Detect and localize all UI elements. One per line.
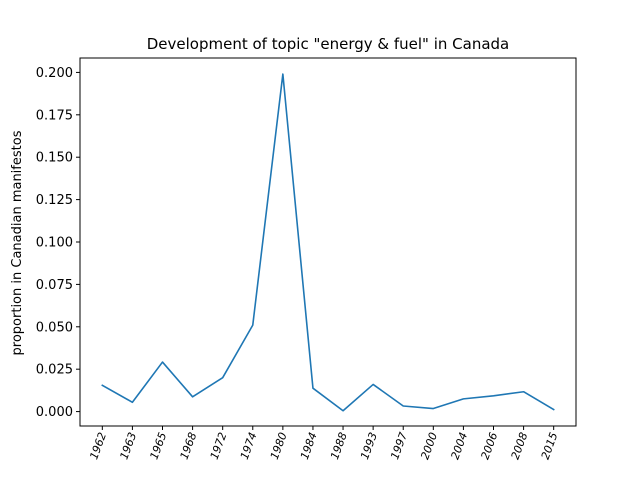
x-tick-label: 1968 — [178, 431, 200, 462]
x-tick-label: 1984 — [298, 431, 320, 462]
y-tick-label: 0.050 — [36, 320, 73, 335]
x-tick-label: 1972 — [208, 431, 230, 462]
x-tick-label: 1988 — [328, 431, 350, 462]
plot-frame — [79, 57, 577, 427]
x-tick-label: 1974 — [238, 431, 260, 462]
y-tick-label: 0.025 — [36, 363, 73, 378]
x-tick-label: 1963 — [117, 431, 139, 462]
x-tick-label: 1980 — [268, 431, 290, 462]
y-tick-label: 0.125 — [36, 193, 73, 208]
series-group — [101, 73, 555, 412]
y-tick-label: 0.000 — [36, 405, 73, 420]
x-tick-label: 2008 — [509, 431, 531, 462]
y-tick-label: 0.150 — [36, 151, 73, 166]
y-tick-label: 0.075 — [36, 278, 73, 293]
x-tick-label: 1962 — [87, 431, 109, 462]
x-tick-label: 1993 — [358, 431, 380, 462]
y-tick-label: 0.100 — [36, 236, 73, 251]
x-tick-label: 2015 — [539, 431, 561, 462]
x-tick-label: 2006 — [479, 431, 501, 462]
y-tick-label: 0.175 — [36, 108, 73, 123]
chart-title: Development of topic "energy & fuel" in … — [147, 35, 510, 53]
x-tick-label: 1997 — [388, 431, 410, 462]
y-axis-label: proportion in Canadian manifestos — [10, 130, 25, 355]
x-tick-label: 2000 — [418, 431, 440, 462]
x-tick-label: 2004 — [448, 431, 470, 462]
x-tick-label: 1965 — [148, 431, 170, 462]
y-tick-label: 0.200 — [36, 66, 73, 81]
axis-ticks: 0.000 0.025 0.050 0.075 0.100 0.125 0.150 0.175… — [36, 66, 561, 461]
series-line — [101, 73, 555, 412]
